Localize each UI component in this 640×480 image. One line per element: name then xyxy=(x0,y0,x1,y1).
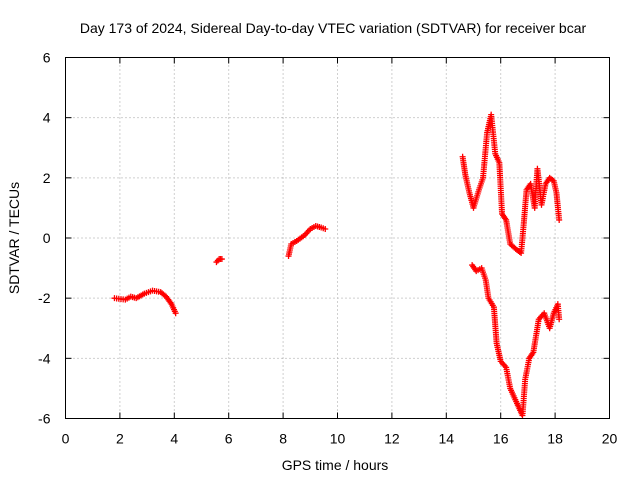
x-tick-label: 16 xyxy=(493,431,509,447)
y-tick-label: -2 xyxy=(38,290,51,306)
x-axis-label: GPS time / hours xyxy=(282,457,389,473)
data-point xyxy=(172,310,179,317)
y-tick-label: 6 xyxy=(43,50,51,66)
x-tick-label: 10 xyxy=(330,431,346,447)
y-tick-label: -6 xyxy=(38,411,51,427)
x-tick-label: 20 xyxy=(602,431,618,447)
data-point xyxy=(556,316,563,323)
plot-frame xyxy=(65,57,610,419)
y-tick-label: -4 xyxy=(38,350,51,366)
x-tick-label: 8 xyxy=(279,431,287,447)
y-tick-label: 4 xyxy=(43,110,51,126)
x-tick-label: 14 xyxy=(439,431,455,447)
data-point xyxy=(322,225,329,232)
grid-lines xyxy=(65,57,610,419)
x-tick-label: 0 xyxy=(62,431,70,447)
series-segment-5 xyxy=(469,262,563,419)
x-tick-label: 18 xyxy=(547,431,563,447)
x-tick-label: 4 xyxy=(170,431,178,447)
x-tick-label: 6 xyxy=(225,431,233,447)
series-segment-2 xyxy=(213,256,225,266)
y-tick-label: 2 xyxy=(43,170,51,186)
series-segment-1 xyxy=(111,287,179,317)
chart-title: Day 173 of 2024, Sidereal Day-to-day VTE… xyxy=(80,20,587,36)
series-segment-3 xyxy=(285,222,329,260)
data-point xyxy=(218,256,225,263)
y-tick-labels: -6 -4 -2 0 2 4 6 xyxy=(38,50,51,427)
series-segment-4 xyxy=(459,111,563,257)
y-axis-label: SDTVAR / TECUs xyxy=(6,182,22,294)
x-tick-label: 2 xyxy=(116,431,124,447)
x-tick-label: 12 xyxy=(384,431,400,447)
data-points xyxy=(111,111,563,419)
data-point xyxy=(556,216,563,223)
x-tick-labels: 0 2 4 6 8 10 12 14 16 18 20 xyxy=(62,431,618,447)
y-tick-label: 0 xyxy=(43,230,51,246)
